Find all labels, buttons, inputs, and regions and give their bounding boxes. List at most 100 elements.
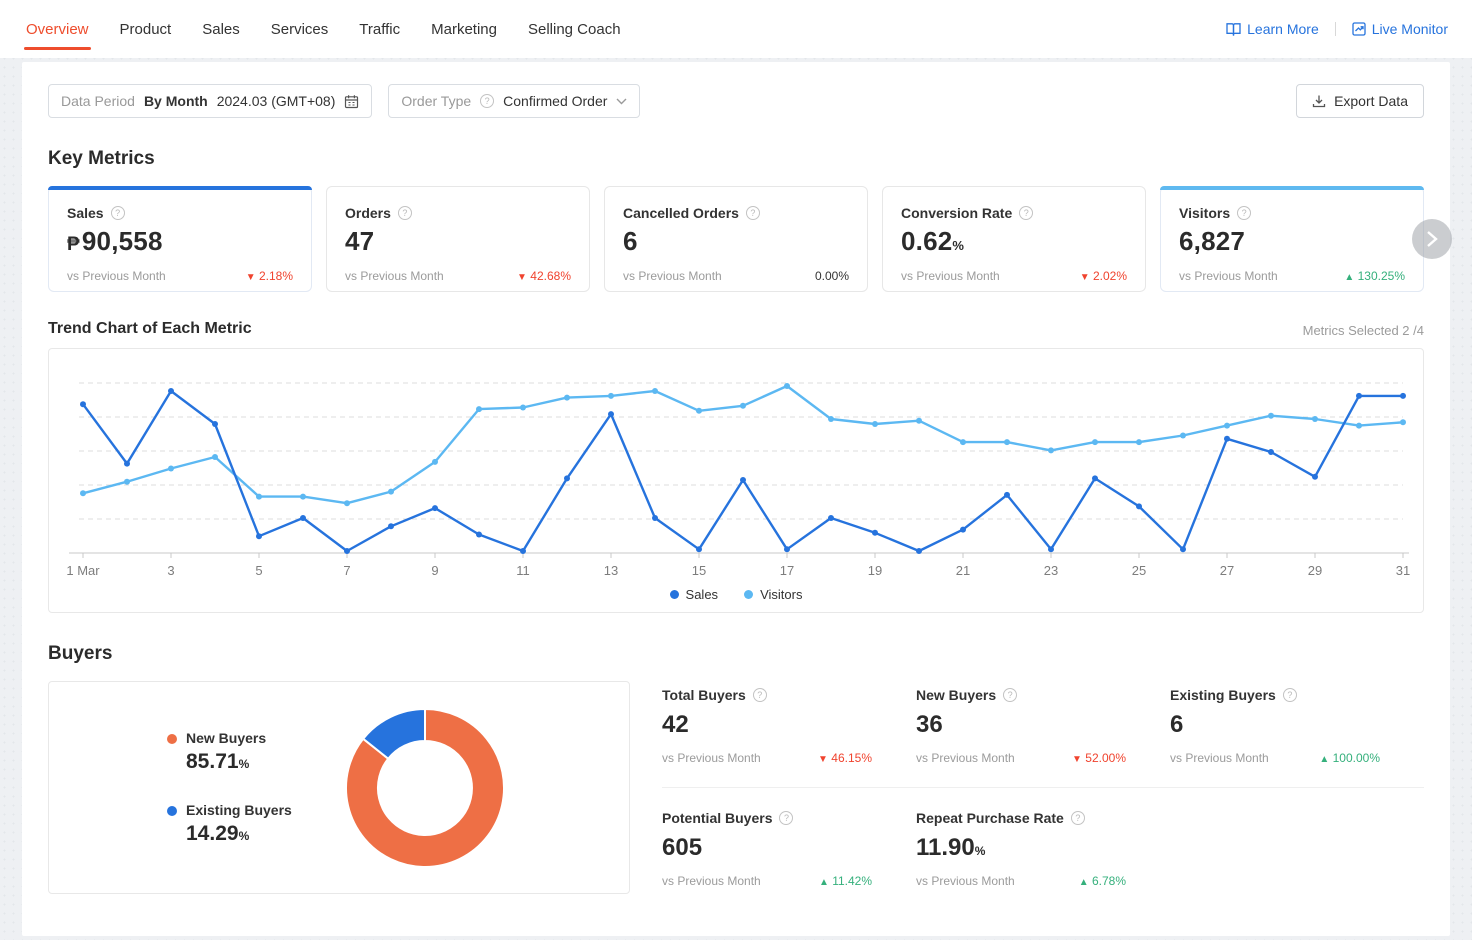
change-down-badge: ▼ 46.15%: [818, 751, 872, 765]
live-monitor-link[interactable]: Live Monitor: [1352, 21, 1448, 37]
svg-text:27: 27: [1220, 563, 1234, 578]
svg-text:31: 31: [1396, 563, 1410, 578]
change-up-badge: ▲ 11.42%: [818, 874, 872, 888]
compare-label: vs Previous Month: [623, 269, 722, 283]
data-period-mode: By Month: [143, 93, 208, 109]
svg-text:11: 11: [516, 563, 530, 578]
buyers-section: New Buyers 85.71% Existing Buyers 14.29%…: [48, 681, 1424, 910]
svg-text:7: 7: [343, 563, 350, 578]
svg-text:17: 17: [780, 563, 794, 578]
tab-services[interactable]: Services: [270, 20, 329, 38]
stat-value: 605: [662, 834, 703, 861]
stat-potential-buyers: Potential Buyers? 605 vs Previous Month ▲ 1…: [662, 810, 872, 888]
metric-card-sales[interactable]: Sales? ₱90,558 vs Previous Month ▼ 2.18%: [48, 186, 312, 292]
metric-label: Conversion Rate: [901, 205, 1013, 221]
live-monitor-label: Live Monitor: [1371, 21, 1448, 37]
help-icon[interactable]: ?: [1237, 206, 1252, 220]
dashboard-panel: Data Period By Month 2024.03 (GMT+08) Or…: [22, 62, 1452, 936]
tab-product[interactable]: Product: [119, 20, 172, 38]
metric-value: 0.62%: [901, 226, 965, 256]
trend-title: Trend Chart of Each Metric: [48, 320, 252, 337]
chevron-right-icon: [1427, 231, 1438, 247]
svg-text:5: 5: [255, 563, 262, 578]
donut-legend: New Buyers 85.71% Existing Buyers 14.29%: [167, 730, 292, 846]
svg-text:25: 25: [1132, 563, 1146, 578]
metric-label: Cancelled Orders: [623, 205, 739, 221]
compare-label: vs Previous Month: [662, 874, 761, 888]
help-icon[interactable]: ?: [1019, 206, 1034, 220]
stat-value: 11.90%: [916, 834, 986, 861]
help-icon[interactable]: ?: [752, 688, 767, 702]
legend-item-visitors[interactable]: Visitors: [744, 587, 802, 602]
buyers-title: Buyers: [48, 643, 113, 664]
nav-tabs: Overview Product Sales Services Traffic Marke…: [24, 0, 623, 58]
trend-chart-panel: 1 Mar 3 5 7 9 11 13 15 17 19 21 23 25 27 29 31 Sales Vis…: [48, 348, 1424, 613]
stat-total-buyers: Total Buyers? 42 vs Previous Month ▼ 46.15%: [662, 687, 916, 788]
learn-more-link[interactable]: Learn More: [1226, 21, 1319, 37]
compare-label: vs Previous Month: [1179, 269, 1278, 283]
legend-dot: [744, 590, 754, 599]
metric-label: Orders: [345, 205, 391, 221]
help-icon[interactable]: ?: [110, 206, 125, 220]
help-icon[interactable]: ?: [1282, 688, 1297, 702]
svg-text:23: 23: [1044, 563, 1058, 578]
compare-label: vs Previous Month: [916, 751, 1015, 765]
stat-value: 42: [662, 711, 689, 738]
tab-marketing[interactable]: Marketing: [431, 20, 497, 38]
buyers-stats-grid: Total Buyers? 42 vs Previous Month ▼ 46.15%…: [662, 681, 1424, 910]
donut-legend-new-buyers: New Buyers 85.71%: [167, 730, 292, 774]
buyers-donut-panel: New Buyers 85.71% Existing Buyers 14.29%: [48, 681, 630, 894]
tab-traffic[interactable]: Traffic: [359, 20, 401, 38]
compare-label: vs Previous Month: [916, 874, 1015, 888]
compare-label: vs Previous Month: [1170, 751, 1269, 765]
order-type-select[interactable]: Order Type ? Confirmed Order: [388, 84, 641, 118]
svg-text:19: 19: [868, 563, 882, 578]
stat-value: 36: [916, 711, 943, 738]
stat-new-buyers: New Buyers? 36 vs Previous Month ▼ 52.00%: [916, 687, 1170, 788]
help-icon[interactable]: ?: [397, 206, 412, 220]
buyers-donut-chart: [344, 707, 505, 868]
key-metrics-cards: Sales? ₱90,558 vs Previous Month ▼ 2.18% Ord…: [48, 186, 1452, 292]
svg-text:13: 13: [604, 563, 618, 578]
key-metrics-title: Key Metrics: [48, 148, 155, 169]
export-data-button[interactable]: Export Data: [1296, 84, 1424, 118]
metric-value: 47: [345, 226, 375, 256]
stat-existing-buyers: Existing Buyers? 6 vs Previous Month ▲ 100.…: [1170, 687, 1424, 788]
change-up-badge: ▲ 100.00%: [1319, 751, 1380, 765]
compare-label: vs Previous Month: [662, 751, 761, 765]
donut-legend-existing-buyers: Existing Buyers 14.29%: [167, 802, 292, 846]
donut-legend-value: 14.29%: [186, 821, 250, 845]
help-icon[interactable]: ?: [1070, 811, 1085, 825]
data-period-picker[interactable]: Data Period By Month 2024.03 (GMT+08): [48, 84, 373, 118]
change-down-badge: ▼ 2.18%: [245, 269, 293, 283]
svg-text:15: 15: [692, 563, 706, 578]
metric-card-cancelled-orders[interactable]: Cancelled Orders? 6 vs Previous Month 0.00%: [604, 186, 868, 292]
metrics-selected-count: Metrics Selected 2 /4: [1302, 323, 1424, 338]
filter-row: Data Period By Month 2024.03 (GMT+08) Or…: [48, 84, 1424, 118]
svg-text:21: 21: [956, 563, 970, 578]
svg-text:1 Mar: 1 Mar: [66, 563, 100, 578]
metric-card-visitors[interactable]: Visitors? 6,827 vs Previous Month ▲ 130.25%: [1160, 186, 1424, 292]
tab-overview[interactable]: Overview: [24, 0, 91, 58]
metric-card-conversion-rate[interactable]: Conversion Rate? 0.62% vs Previous Month ▼ …: [882, 186, 1146, 292]
help-icon[interactable]: ?: [745, 206, 760, 220]
tab-selling-coach[interactable]: Selling Coach: [527, 20, 621, 38]
help-icon[interactable]: ?: [1003, 688, 1018, 702]
change-up-badge: ▲ 130.25%: [1344, 269, 1405, 283]
data-period-label: Data Period: [61, 93, 135, 109]
metric-value: 6: [623, 226, 638, 256]
svg-text:9: 9: [431, 563, 438, 578]
stat-value: 6: [1170, 711, 1184, 738]
calendar-icon: [344, 94, 359, 109]
order-type-help-icon[interactable]: ?: [480, 94, 495, 108]
help-icon[interactable]: ?: [779, 811, 794, 825]
tab-sales[interactable]: Sales: [202, 20, 240, 38]
metric-card-orders[interactable]: Orders? 47 vs Previous Month ▼ 42.68%: [326, 186, 590, 292]
svg-text:3: 3: [167, 563, 174, 578]
stat-repeat-purchase-rate: Repeat Purchase Rate? 11.90% vs Previous M…: [916, 810, 1126, 888]
legend-item-sales[interactable]: Sales: [669, 587, 718, 602]
change-down-badge: ▼ 52.00%: [1072, 751, 1126, 765]
change-down-badge: ▼ 42.68%: [517, 269, 571, 283]
download-icon: [1312, 94, 1326, 108]
metrics-next-button[interactable]: [1412, 219, 1452, 259]
